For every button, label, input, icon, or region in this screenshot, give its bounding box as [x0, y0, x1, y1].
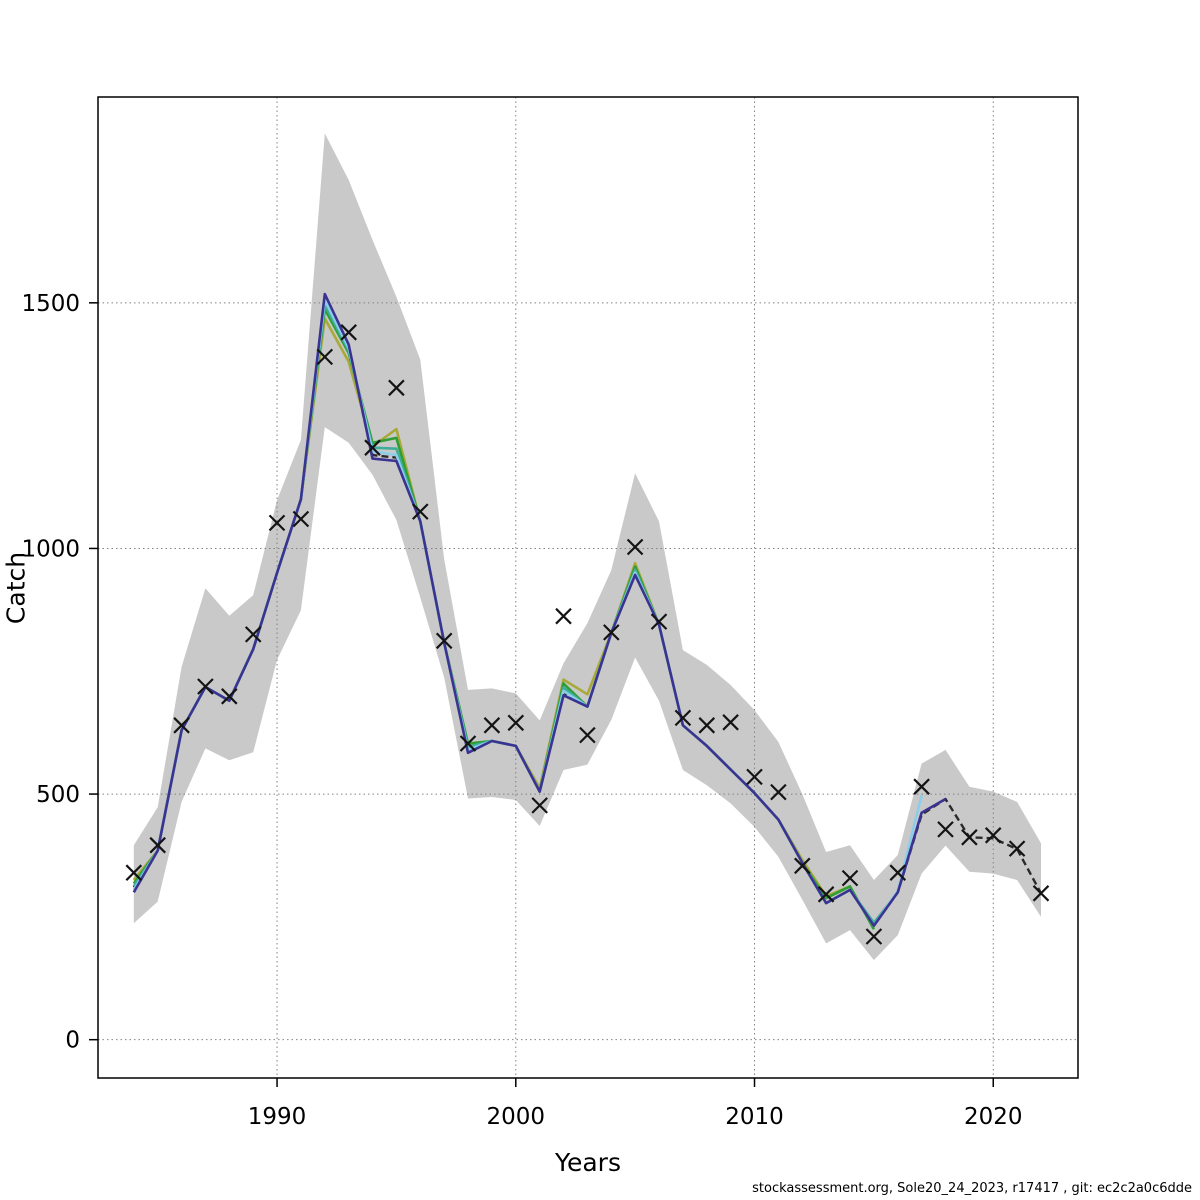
observed-catch-marker-2012	[794, 857, 811, 875]
observed-catch-marker-1993	[340, 324, 357, 341]
y-tick-label-1500: 1500	[21, 291, 80, 317]
observed-catch-marker-2013	[817, 886, 835, 903]
observed-catch-marker-2004	[603, 624, 620, 641]
observed-catch-marker-2017	[913, 778, 930, 795]
observed-catch-marker-1991	[292, 510, 310, 528]
observed-catch-marker-1986	[173, 717, 190, 734]
observed-catch-marker-2005	[626, 538, 644, 556]
observed-catch-marker-2019	[961, 829, 978, 846]
observed-catch-marker-2009	[722, 714, 739, 731]
observed-catch-marker-2016	[889, 864, 907, 881]
observed-catch-marker-2001	[531, 797, 548, 814]
observed-catch-marker-1999	[483, 717, 501, 734]
observed-catch-marker-1990	[268, 514, 286, 532]
observed-catch-marker-1996	[412, 503, 429, 520]
x-axis-title: Years	[555, 1148, 621, 1177]
observed-catch-marker-2006	[650, 613, 668, 630]
observed-catch-marker-2021	[1008, 840, 1026, 857]
observed-catch-marker-2022	[1032, 885, 1050, 902]
x-tick-label-1990: 1990	[248, 1104, 307, 1130]
series-retro-peel-2018	[132, 292, 947, 927]
x-tick-label-2020: 2020	[964, 1104, 1023, 1130]
observed-catch-marker-1989	[244, 626, 262, 643]
y-tick-label-0: 0	[65, 1028, 80, 1054]
observed-catch-marker-1992	[316, 348, 334, 366]
observed-catch-marker-2020	[984, 827, 1002, 844]
observed-catch-marker-2014	[841, 869, 859, 887]
observed-catch-marker-1985	[149, 836, 166, 854]
y-tick-label-500: 500	[36, 782, 80, 808]
y-axis-title: Catch	[1, 551, 31, 625]
observed-catch-marker-1987	[197, 678, 214, 695]
observed-catch-marker-2015	[865, 928, 883, 945]
x-tick-label-2000: 2000	[487, 1104, 546, 1130]
observed-catch-marker-2011	[770, 783, 787, 801]
footer-attribution: stockassessment.org, Sole20_24_2023, r17…	[752, 1181, 1192, 1196]
x-tick-label-2010: 2010	[725, 1104, 784, 1130]
observed-catch-marker-2010	[746, 768, 763, 786]
y-tick-label-1000: 1000	[21, 536, 80, 562]
observed-catch-marker-2000	[507, 714, 525, 732]
observed-catch-marker-1994	[364, 439, 381, 456]
confidence-band	[133, 133, 1042, 961]
observed-catch-marker-1998	[459, 735, 477, 752]
observed-catch-marker-1984	[125, 864, 143, 881]
plot-border	[97, 96, 1079, 1079]
observed-catch-marker-2002	[555, 607, 572, 625]
observed-catch-marker-1995	[388, 379, 405, 397]
observed-catch-marker-2007	[674, 709, 692, 727]
observed-catch-marker-1988	[221, 688, 238, 705]
observed-catch-marker-2008	[698, 717, 716, 734]
observed-catch-marker-2003	[579, 726, 596, 744]
observed-catch-marker-2018	[937, 821, 954, 838]
observed-catch-marker-1997	[435, 632, 453, 650]
